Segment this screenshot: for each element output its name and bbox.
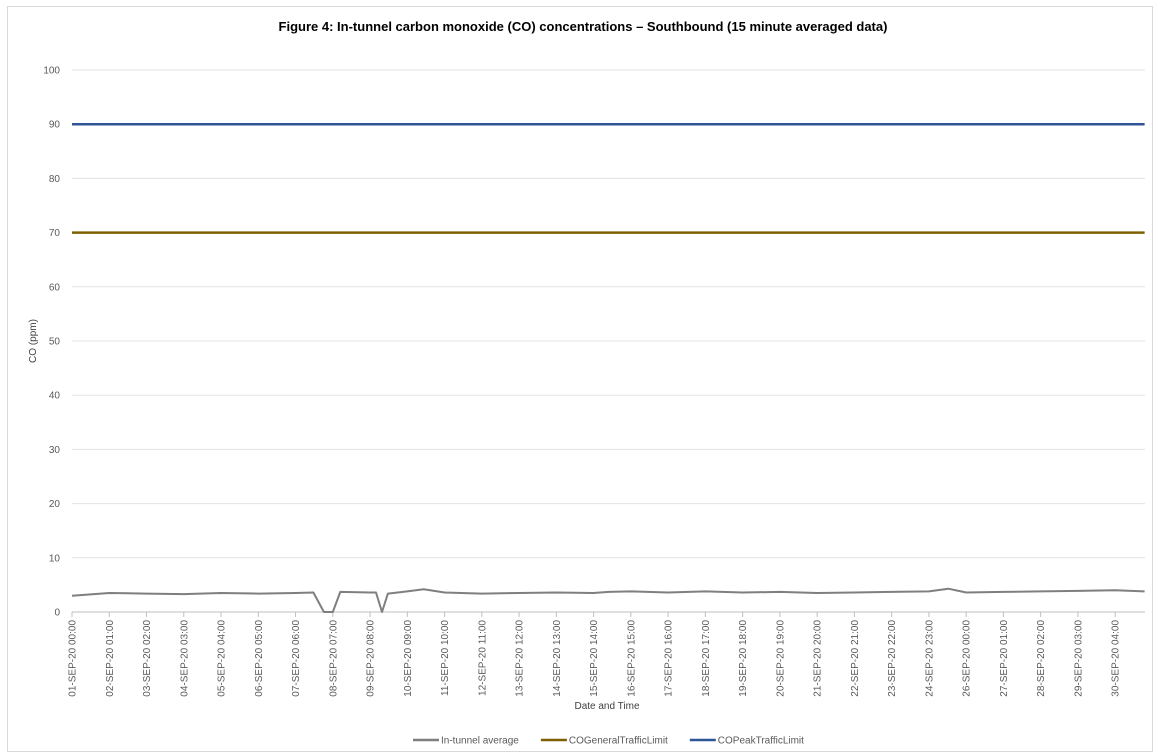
- x-tick-label: 22-SEP-20 21:00: [850, 620, 861, 697]
- x-tick-label: 09-SEP-20 08:00: [366, 620, 377, 697]
- x-tick-label: 13-SEP-20 12:00: [515, 620, 526, 697]
- y-tick-label: 50: [49, 337, 61, 348]
- legend: In-tunnel average COGeneralTrafficLimit CO…: [413, 736, 804, 747]
- legend-item: COGeneralTrafficLimit: [540, 736, 668, 747]
- x-tick-label: 27-SEP-20 01:00: [999, 620, 1010, 697]
- x-tick-label: 12-SEP-20 11:00: [477, 620, 488, 696]
- x-tick-label: 05-SEP-20 04:00: [217, 620, 228, 697]
- x-tick-label: 16-SEP-20 15:00: [626, 620, 637, 697]
- y-tick-label: 70: [49, 228, 61, 239]
- x-tick-label: 26-SEP-20 00:00: [962, 620, 973, 697]
- y-tick-label: 40: [49, 391, 61, 402]
- y-axis-ticks: 0 10 20 30 40 50 60 70 80 90 100: [43, 66, 60, 619]
- x-tick-label: 18-SEP-20 17:00: [701, 620, 712, 697]
- y-tick-label: 90: [49, 120, 61, 131]
- x-tick-label: 07-SEP-20 06:00: [291, 620, 302, 697]
- x-tick-label: 08-SEP-20 07:00: [328, 620, 339, 697]
- x-tick-label: 02-SEP-20 01:00: [105, 620, 116, 697]
- x-tick-label: 06-SEP-20 05:00: [254, 620, 265, 697]
- y-tick-label: 10: [49, 553, 61, 564]
- x-axis-title: Date and Time: [574, 701, 639, 712]
- x-tick-label: 29-SEP-20 03:00: [1073, 620, 1084, 697]
- legend-label: COGeneralTrafficLimit: [569, 736, 668, 747]
- x-tick-label: 28-SEP-20 02:00: [1036, 620, 1047, 697]
- x-tick-label: 04-SEP-20 03:00: [179, 620, 190, 697]
- x-tick-label: 15-SEP-20 14:00: [589, 620, 600, 697]
- legend-label: In-tunnel average: [441, 736, 519, 747]
- y-tick-label: 30: [49, 445, 61, 456]
- series-line-in-tunnel-average: [71, 587, 1145, 613]
- x-tick-label: 21-SEP-20 20:00: [813, 620, 824, 697]
- legend-item: In-tunnel average: [413, 736, 519, 747]
- chart-frame: [7, 6, 1153, 752]
- y-tick-label: 0: [54, 608, 60, 619]
- x-tick-label: 24-SEP-20 23:00: [924, 620, 935, 697]
- x-tick-label: 11-SEP-20 10:00: [440, 620, 451, 696]
- y-tick-label: 20: [49, 499, 61, 510]
- series-lines: [71, 122, 1145, 613]
- y-tick-label: 60: [49, 282, 61, 293]
- y-axis-title: CO (ppm): [28, 319, 39, 363]
- legend-label: COPeakTrafficLimit: [718, 736, 804, 747]
- legend-item: COPeakTrafficLimit: [689, 736, 804, 747]
- x-tick-label: 20-SEP-20 19:00: [775, 620, 786, 697]
- y-tick-label: 80: [49, 174, 61, 185]
- x-tick-label: 01-SEP-20 00:00: [68, 620, 79, 697]
- x-tick-label: 10-SEP-20 09:00: [403, 620, 414, 697]
- x-tick-label: 17-SEP-20 16:00: [664, 620, 675, 697]
- y-tick-label: 100: [43, 66, 60, 77]
- x-tick-label: 23-SEP-20 22:00: [887, 620, 898, 697]
- x-tick-label: 03-SEP-20 02:00: [142, 620, 153, 697]
- x-tick-label: 19-SEP-20 18:00: [738, 620, 749, 697]
- x-axis-ticks: 01-SEP-20 00:00 02-SEP-20 01:00 03-SEP-20 …: [68, 612, 1122, 697]
- gridlines: [72, 69, 1145, 613]
- x-tick-label: 14-SEP-20 13:00: [552, 620, 563, 697]
- x-tick-label: 30-SEP-20 04:00: [1111, 620, 1122, 697]
- chart-title: Figure 4: In-tunnel carbon monoxide (CO)…: [279, 19, 888, 34]
